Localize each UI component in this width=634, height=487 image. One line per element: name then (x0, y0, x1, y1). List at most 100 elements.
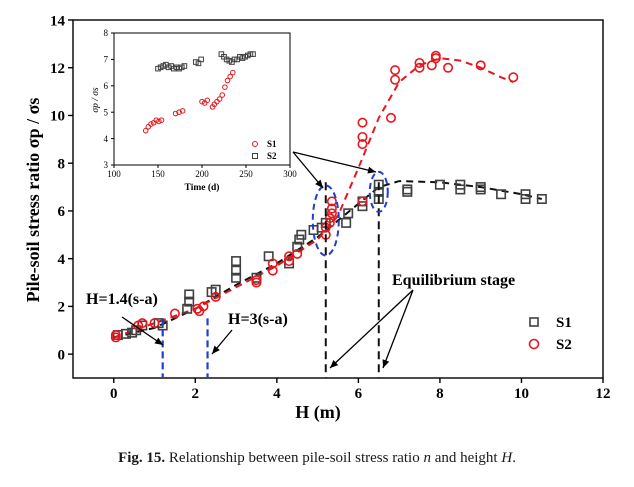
s1-point (520, 194, 531, 205)
s2-point (192, 303, 203, 314)
arrow-h14-head (154, 337, 163, 345)
figure-caption: Fig. 15. Relationship between pile-soil … (0, 450, 634, 467)
s1-point (343, 208, 354, 219)
s2-point (430, 50, 441, 61)
s2-point (357, 139, 368, 150)
s2-point (176, 109, 182, 115)
s2-point (153, 117, 160, 123)
s1-point (121, 328, 132, 339)
x-tick-label: 12 (596, 386, 611, 402)
s2-point (204, 97, 211, 104)
s2-point (267, 258, 278, 269)
caption-var-h: H (501, 450, 513, 466)
s2-point (158, 117, 165, 123)
x-tick-label: 300 (283, 169, 297, 179)
x-tick-label: 10 (514, 386, 529, 402)
arrow-inset-head (315, 179, 323, 188)
s2-point (326, 208, 337, 219)
arrow-equilibrium-head (330, 359, 339, 368)
caption-text-end: . (512, 450, 516, 466)
s2-point (324, 213, 335, 224)
s2-point (292, 248, 303, 259)
highlight-ellipse (311, 184, 340, 257)
annotation-equilibrium: Equilibrium stage (392, 272, 515, 289)
s1-point (402, 186, 413, 197)
caption-label: Fig. 15. (118, 450, 166, 466)
s1-point (182, 303, 193, 314)
y-tick-label: 4 (104, 134, 109, 144)
legend-s2-marker (528, 338, 540, 350)
s2-point (169, 308, 180, 319)
x-tick-label: 250 (239, 169, 253, 179)
s2-point (110, 330, 121, 341)
caption-var-n: n (423, 450, 431, 466)
s2-point (326, 203, 337, 214)
s2-point (385, 112, 396, 123)
s2-point (426, 60, 437, 71)
arrow-inset (292, 151, 377, 173)
y-tick-label: 7 (104, 55, 109, 65)
x-tick-label: 100 (107, 169, 121, 179)
s2-point (198, 301, 209, 312)
x-tick-label: 8 (436, 386, 444, 402)
s2-point (414, 62, 425, 73)
inset-legend-s1-label: S1 (267, 139, 277, 149)
s2-point (390, 74, 401, 85)
s2-point (251, 275, 262, 286)
s1-point (231, 256, 242, 267)
arrow-equilibrium (382, 289, 414, 369)
s2-point (179, 108, 186, 114)
y-tick-label: 8 (104, 28, 109, 38)
y-tick-label: 8 (58, 156, 66, 172)
y-tick-label: 12 (50, 61, 65, 77)
s1-point (231, 265, 242, 276)
s2-point (210, 291, 221, 302)
x-axis-label: H (m) (295, 402, 340, 423)
s2-point (199, 98, 205, 105)
inset-legend-s2-label: S2 (267, 151, 277, 161)
s2-point (475, 60, 486, 71)
inset-y-axis-label: σp / σs (91, 87, 101, 113)
s1-point (181, 63, 188, 69)
s2-point (326, 196, 337, 207)
legend-s2-label: S2 (556, 337, 572, 353)
y-axis-label: Pile-soil stress ratio σp / σs (23, 98, 43, 303)
s1-point (536, 194, 547, 205)
s1-point (198, 56, 204, 63)
s2-point (222, 84, 228, 90)
s2-point (357, 117, 368, 128)
inset-x-axis-label: Time (d) (185, 182, 220, 193)
s1-point (341, 217, 352, 228)
s2-point (172, 110, 179, 117)
arrow-equilibrium (329, 289, 414, 369)
y-tick-label: 14 (50, 13, 66, 29)
highlight-ellipse (368, 170, 389, 213)
inset-legend-s2-marker (252, 153, 258, 159)
arrow-equilibrium-head (382, 359, 390, 368)
y-tick-label: 5 (104, 107, 109, 117)
y-tick-label: 6 (58, 204, 66, 220)
s2-point (357, 131, 368, 142)
s1-point (231, 272, 242, 283)
s1-point (402, 184, 413, 195)
legend-s1-label: S1 (556, 315, 572, 331)
s2-point (230, 69, 236, 76)
s2-point (227, 73, 233, 80)
x-tick-label: 0 (110, 386, 118, 402)
s2-point (148, 121, 154, 127)
y-tick-label: 10 (50, 109, 65, 125)
s1-point (496, 189, 507, 200)
x-tick-label: 2 (192, 386, 200, 402)
caption-text-before: Relationship between pile-soil stress ra… (168, 450, 420, 466)
s2-point (216, 96, 223, 102)
s2-point (224, 77, 231, 84)
y-tick-label: 2 (58, 300, 66, 316)
s2-point (149, 318, 160, 329)
s2-point (267, 265, 278, 276)
s2-point (443, 62, 454, 73)
y-tick-label: 3 (104, 160, 109, 170)
s2-point (156, 118, 162, 125)
legend-s1-marker (529, 317, 539, 327)
s1-point (475, 184, 486, 195)
